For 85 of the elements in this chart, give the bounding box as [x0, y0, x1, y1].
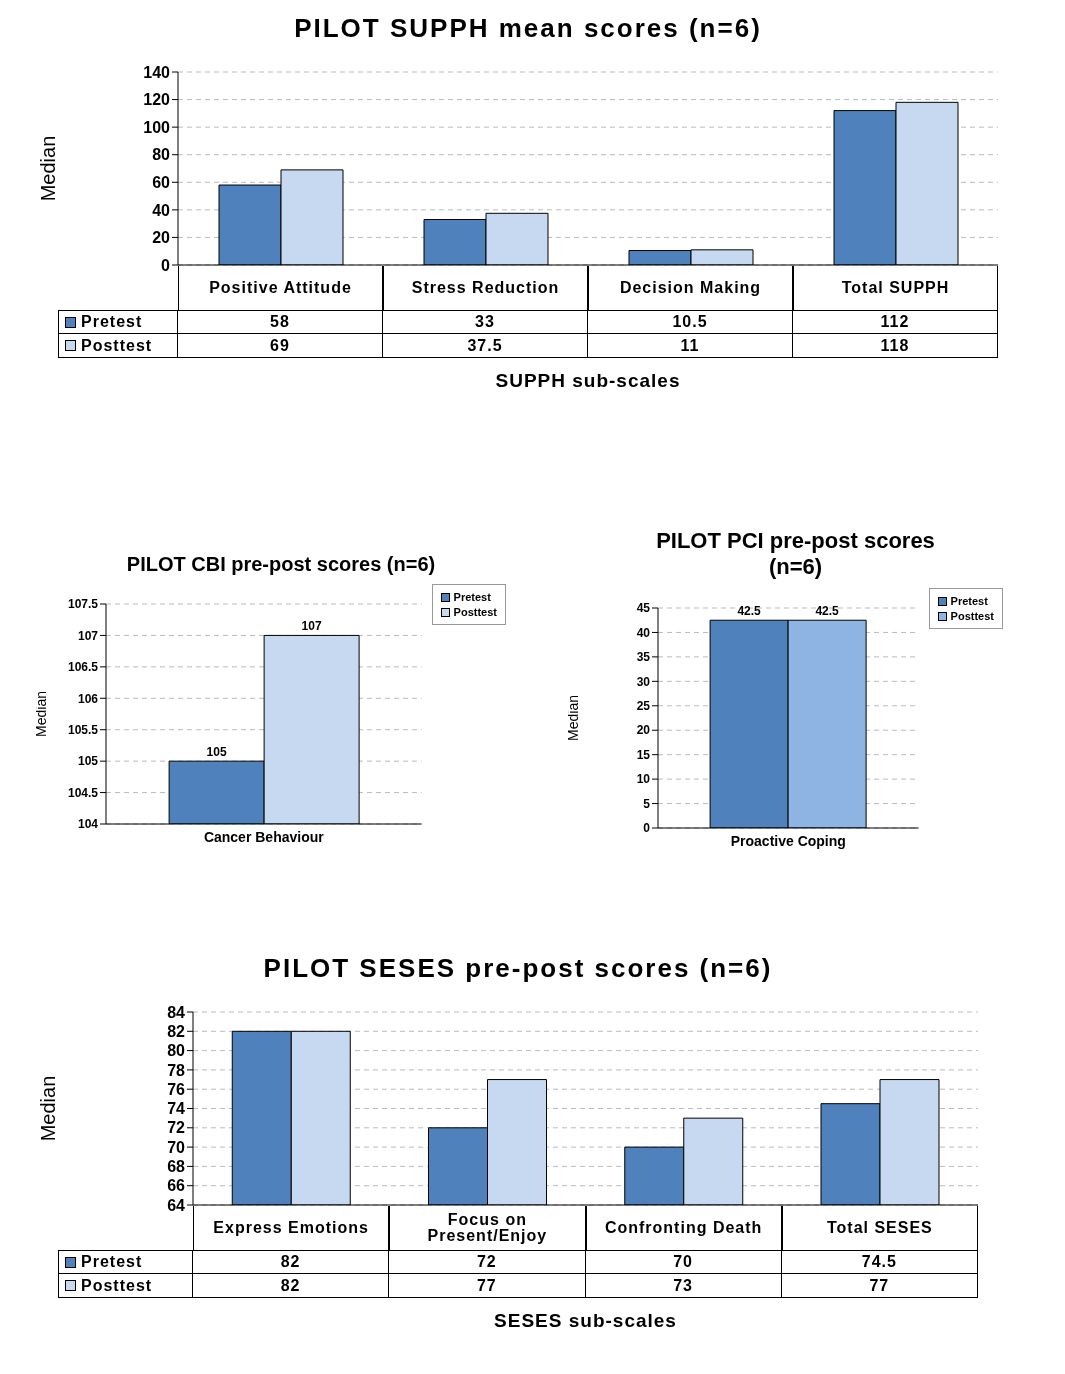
data-label: 70 — [585, 1250, 782, 1274]
chart-title: PILOT PCI pre-post scores (n=6) — [655, 528, 936, 580]
data-label: 77 — [389, 1274, 586, 1298]
y-tick-label: 105.5 — [67, 722, 99, 737]
x-axis-title: SUPPH sub-scales — [494, 370, 682, 392]
y-tick-label: 64 — [167, 1196, 186, 1214]
chart-title: PILOT SESES pre-post scores (n=6) — [262, 953, 774, 984]
legend-label: Posttest — [58, 334, 178, 358]
y-tick-label: 80 — [152, 146, 171, 164]
y-tick-label: 0 — [161, 256, 171, 274]
x-tick-label: Cancer Behaviour — [203, 828, 325, 845]
y-tick-label: 20 — [636, 723, 651, 738]
y-axis-title: Median — [564, 695, 581, 741]
y-tick-label: 20 — [152, 229, 171, 247]
x-tick-label: Express Emotions — [193, 1206, 390, 1250]
y-tick-label: 66 — [167, 1177, 186, 1195]
data-label: 118 — [793, 334, 998, 358]
x-tick-label: Stress Reduction — [383, 266, 588, 310]
x-tick-label: Proactive Coping — [730, 832, 846, 849]
y-tick-label: 104 — [77, 817, 99, 832]
x-tick-label: Focus on Present/Enjoy — [389, 1206, 586, 1250]
y-tick-label: 40 — [152, 201, 171, 219]
y-tick-label: 104.5 — [67, 785, 99, 800]
y-tick-label: 70 — [167, 1138, 186, 1156]
y-tick-label: 15 — [636, 747, 651, 762]
y-tick-label: 10 — [636, 772, 651, 787]
chart-title: PILOT SUPPH mean scores (n=6) — [293, 13, 763, 44]
y-axis-title: Median — [37, 135, 60, 202]
x-axis-title: SESES sub-scales — [493, 1310, 678, 1332]
legend-label: Posttest — [453, 606, 497, 618]
y-tick-label: 140 — [143, 63, 171, 81]
y-axis-title: Median — [32, 691, 49, 737]
data-label: 105 — [206, 745, 227, 760]
data-label: 74.5 — [781, 1250, 978, 1274]
y-tick-label: 40 — [636, 625, 651, 640]
y-tick-label: 76 — [167, 1080, 186, 1098]
legend-label: Pretest — [58, 310, 178, 334]
data-label: 112 — [793, 310, 998, 334]
x-tick-label: Total SESES — [781, 1206, 978, 1250]
data-label: 42.5 — [737, 604, 762, 619]
y-axis-title: Median — [37, 1075, 60, 1142]
y-tick-label: 106.5 — [67, 660, 99, 675]
x-tick-label: Decision Making — [588, 266, 793, 310]
y-tick-label: 80 — [167, 1042, 186, 1060]
legend-label: Pretest — [453, 591, 491, 603]
y-tick-label: 107 — [77, 628, 99, 643]
y-tick-label: 68 — [167, 1158, 186, 1176]
y-tick-label: 107.5 — [67, 597, 99, 612]
y-tick-label: 72 — [167, 1119, 186, 1137]
y-tick-label: 100 — [143, 118, 171, 136]
data-label: 107 — [301, 619, 322, 634]
legend-label: Pretest — [58, 1250, 193, 1274]
y-tick-label: 84 — [167, 1003, 186, 1021]
data-label: 72 — [389, 1250, 586, 1274]
y-tick-label: 78 — [167, 1061, 186, 1079]
data-label: 77 — [781, 1274, 978, 1298]
x-tick-label: Positive Attitude — [178, 266, 383, 310]
data-label: 82 — [193, 1250, 390, 1274]
y-tick-label: 106 — [77, 691, 99, 706]
y-tick-label: 5 — [643, 796, 651, 811]
y-tick-label: 35 — [636, 650, 651, 665]
x-tick-label: Confronting Death — [585, 1206, 782, 1250]
y-tick-label: 74 — [167, 1100, 186, 1118]
y-tick-label: 82 — [167, 1022, 186, 1040]
data-label: 73 — [585, 1274, 782, 1298]
data-label: 10.5 — [588, 310, 793, 334]
data-label: 42.5 — [815, 604, 840, 619]
chart-title: PILOT CBI pre-post scores (n=6) — [125, 553, 437, 576]
data-label: 33 — [383, 310, 588, 334]
y-tick-label: 30 — [636, 674, 651, 689]
y-tick-label: 60 — [152, 173, 171, 191]
x-tick-label: Total SUPPH — [793, 266, 998, 310]
legend-label: Posttest — [950, 610, 994, 622]
data-label: 11 — [588, 334, 793, 358]
y-tick-label: 0 — [643, 821, 651, 836]
legend-label: Posttest — [58, 1274, 193, 1298]
data-label: 69 — [178, 334, 383, 358]
data-label: 82 — [193, 1274, 390, 1298]
data-label: 58 — [178, 310, 383, 334]
y-tick-label: 105 — [77, 754, 99, 769]
y-tick-label: 45 — [636, 601, 651, 616]
legend-label: Pretest — [950, 595, 988, 607]
y-tick-label: 25 — [636, 699, 651, 714]
data-label: 37.5 — [383, 334, 588, 358]
y-tick-label: 120 — [143, 91, 171, 109]
